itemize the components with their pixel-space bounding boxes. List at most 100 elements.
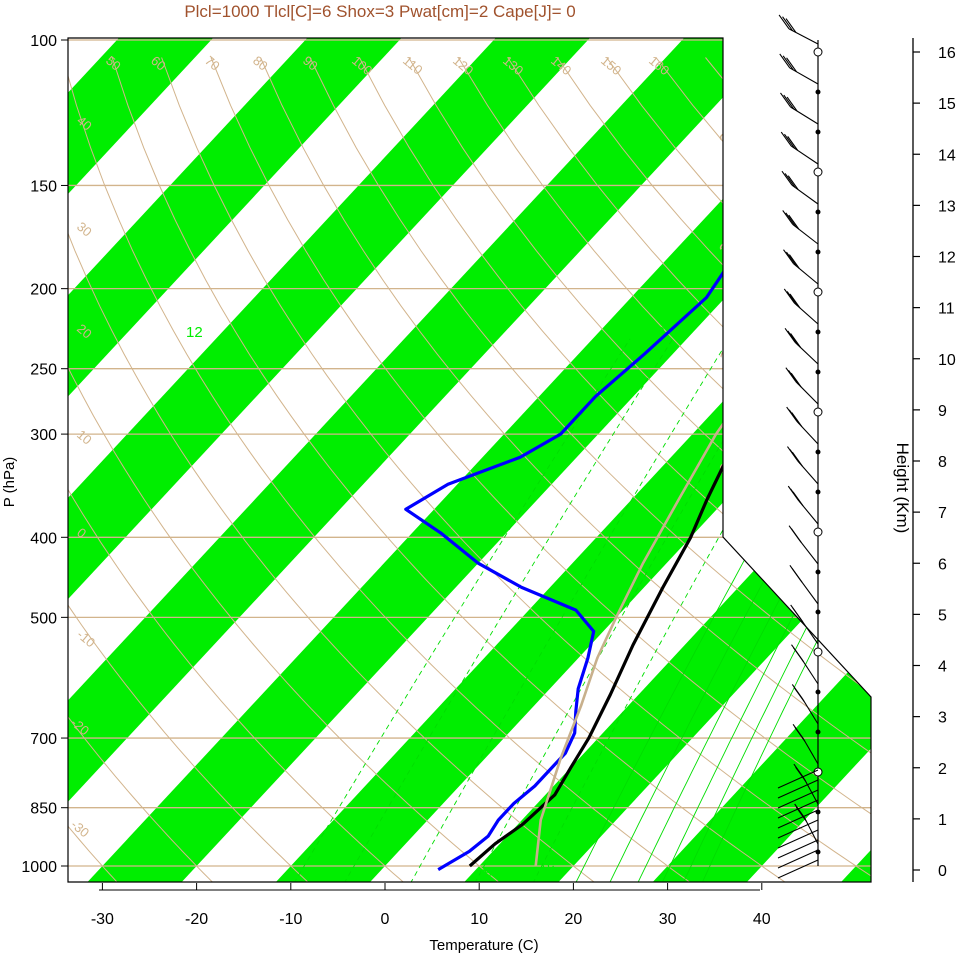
barb-flag [785, 251, 797, 267]
dry-adiabat [408, 57, 871, 882]
temp-band [68, 38, 435, 882]
barb-staff [800, 618, 819, 645]
low-level-barb [777, 769, 819, 789]
barb-flag [787, 330, 799, 346]
barb-flag [788, 254, 800, 269]
temp-band [447, 38, 871, 882]
pressure-tick-label: 700 [30, 731, 57, 748]
barb-flag [787, 136, 799, 151]
barb-flag [787, 175, 799, 191]
x-axis-label: Temperature (C) [429, 937, 538, 954]
dry-adiabat [111, 57, 788, 882]
barb-staff [790, 106, 819, 125]
pressure-tick-label: 500 [30, 610, 57, 627]
temperature-tick-label: 20 [565, 911, 583, 928]
height-tick-label: 2 [938, 761, 947, 778]
barb-flag [792, 607, 804, 623]
adiabat-label: 110 [400, 53, 426, 78]
pressure-tick-label: 400 [30, 530, 57, 547]
barb-dot [815, 729, 821, 735]
barb-dot [815, 129, 821, 135]
series-dewpoint [404, 56, 871, 871]
isotherm-label: 30 [836, 642, 866, 672]
pressure-tick-label: 100 [30, 33, 57, 50]
height-tick-label: 3 [938, 710, 947, 727]
low-level-barb [777, 809, 819, 829]
barb-staff [804, 817, 819, 845]
y-axis-label: P (hPa) [1, 457, 18, 508]
barb-flag [788, 370, 799, 385]
barb-staff [789, 67, 819, 85]
barb-staff [798, 539, 819, 565]
height-tick-label: 6 [938, 556, 947, 573]
barb-dot [815, 89, 821, 95]
mixing-ratio-label: 32 [648, 324, 665, 341]
series-parcel [534, 73, 871, 867]
barb-dot [815, 569, 821, 575]
isotherm-label: 10 [738, 534, 768, 564]
temperature-tick-label: -10 [279, 911, 302, 928]
pressure-tick-label: 250 [30, 362, 57, 379]
barb-dot [813, 47, 823, 57]
barb-flag [791, 412, 803, 427]
dry-adiabat [68, 57, 692, 882]
barb-flag [783, 94, 795, 110]
mixing-ratio-label: 16 [260, 324, 277, 341]
plot-frame [67, 37, 872, 883]
adiabat-label: 70 [202, 53, 223, 74]
profiles [404, 56, 871, 871]
pressure-axis: 100 150 200 250 300 400 500 700 850 1000 [21, 33, 68, 876]
dry-adiabat [358, 57, 871, 882]
wind-barb [787, 485, 823, 537]
mixing-ratio-label: 12 [186, 324, 203, 341]
barb-staff [791, 184, 819, 205]
low-level-barb [777, 779, 819, 799]
wind-barb [786, 406, 821, 455]
low-level-barb [777, 819, 819, 839]
barb-staff [788, 28, 819, 45]
adiabat-label: -30 [68, 817, 92, 841]
barb-flag [793, 687, 805, 702]
pressure-tick-label: 300 [30, 427, 57, 444]
wind-barb [783, 288, 821, 335]
temperature-axis: -30 -20 -10 0 10 20 30 40 [91, 883, 771, 928]
temp-band [68, 38, 624, 882]
wind-barb [791, 684, 821, 735]
barb-flag [782, 210, 794, 225]
barb-flag [790, 528, 802, 543]
barb-flag [785, 212, 797, 228]
barb-flag [786, 96, 798, 112]
barb-dot [815, 369, 821, 375]
barb-flag [779, 53, 791, 69]
mixing-ratio-line [532, 338, 833, 882]
wind-barb [782, 210, 821, 255]
height-tick-label: 1 [938, 812, 947, 829]
barb-flag [793, 647, 804, 663]
pressure-tick-label: 1000 [21, 859, 57, 876]
low-level-barb [777, 789, 819, 809]
wind-barb [778, 14, 823, 57]
series-temperature [468, 56, 871, 868]
mixing-ratio-line [409, 338, 730, 882]
barb-dot [815, 449, 821, 455]
barb-flag [784, 173, 796, 188]
height-tick-label: 16 [938, 45, 956, 62]
wind-barb [791, 644, 821, 695]
dry-adiabat [210, 57, 871, 882]
wind-barb [783, 249, 823, 297]
wind-barb [779, 53, 821, 95]
dry-adiabat [68, 57, 406, 882]
height-tick-label: 15 [938, 96, 956, 113]
barb-flag [780, 131, 792, 147]
low-level-barb [777, 849, 819, 869]
barb-dot [815, 249, 821, 255]
height-tick-label: 9 [938, 403, 947, 420]
barb-flag [790, 372, 802, 388]
barb-flag [782, 16, 793, 32]
barb-dot [815, 609, 821, 615]
wind-barb [789, 564, 821, 615]
mixing-ratio-line [474, 338, 784, 882]
wind-barb [787, 446, 821, 495]
dry-adiabat [68, 57, 501, 882]
